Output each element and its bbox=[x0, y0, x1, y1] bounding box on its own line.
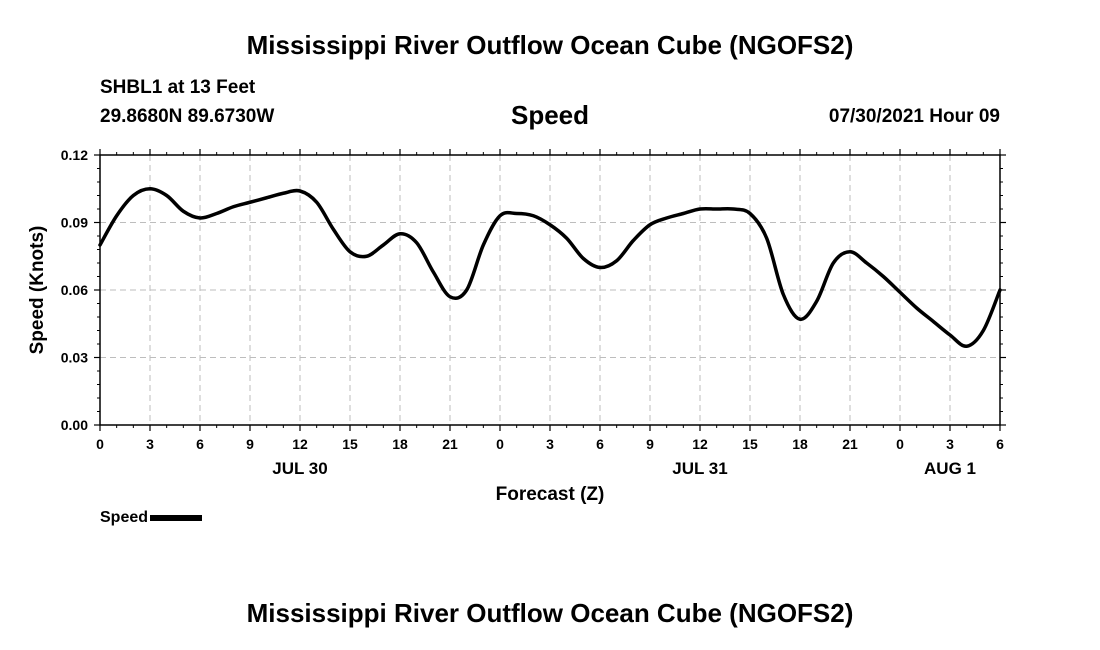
plot-frame bbox=[99, 154, 1001, 426]
x-tick-label: 6 bbox=[196, 436, 204, 452]
series-line-speed bbox=[98, 187, 1002, 349]
chart-grid bbox=[100, 155, 1000, 425]
x-tick-label: 15 bbox=[342, 436, 358, 452]
x-tick-label: 21 bbox=[442, 436, 458, 452]
x-tick-label: 0 bbox=[896, 436, 904, 452]
date-label: JUL 31 bbox=[672, 459, 727, 478]
x-tick-label: 9 bbox=[646, 436, 654, 452]
station-label: SHBL1 at 13 Feet bbox=[100, 77, 256, 98]
x-tick-label: 6 bbox=[596, 436, 604, 452]
chart-labels: 0 3 6 9 12 15 18 21 0 3 6 9 12 15 18 21 0 3 6 JUL 30 JUL 31 A… bbox=[61, 147, 1004, 478]
legend-line-swatch bbox=[150, 514, 203, 521]
chart-legend: Speed bbox=[100, 509, 203, 527]
date-label: JUL 30 bbox=[272, 459, 327, 478]
chart-title: Mississippi River Outflow Ocean Cube (NG… bbox=[246, 30, 854, 60]
y-tick-label: 0.09 bbox=[61, 215, 88, 231]
parameter-label: Speed bbox=[510, 100, 590, 130]
x-tick-label: 0 bbox=[496, 436, 504, 452]
legend-label: Speed bbox=[100, 509, 149, 526]
x-tick-label: 21 bbox=[842, 436, 858, 452]
forecast-timestamp: 07/30/2021 Hour 09 bbox=[828, 106, 1000, 127]
y-tick-label: 0.03 bbox=[61, 350, 88, 366]
x-tick-label: 9 bbox=[246, 436, 254, 452]
x-tick-label: 3 bbox=[146, 436, 154, 452]
chart-series-layer bbox=[98, 187, 1002, 349]
y-tick-label: 0.00 bbox=[61, 417, 88, 433]
x-tick-label: 15 bbox=[742, 436, 758, 452]
y-tick-label: 0.12 bbox=[61, 147, 88, 163]
x-tick-label: 3 bbox=[946, 436, 954, 452]
footer-title: Mississippi River Outflow Ocean Cube (NG… bbox=[246, 598, 854, 628]
y-tick-label: 0.06 bbox=[61, 282, 88, 298]
x-tick-label: 18 bbox=[392, 436, 408, 452]
x-tick-label: 12 bbox=[292, 436, 308, 452]
station-coordinates: 29.8680N 89.6730W bbox=[100, 106, 275, 127]
date-label: AUG 1 bbox=[924, 459, 976, 478]
x-tick-label: 18 bbox=[792, 436, 808, 452]
x-tick-label: 3 bbox=[546, 436, 554, 452]
x-axis-label: Forecast (Z) bbox=[496, 484, 605, 505]
x-tick-label: 6 bbox=[996, 436, 1004, 452]
x-tick-label: 12 bbox=[692, 436, 708, 452]
x-tick-label: 0 bbox=[96, 436, 104, 452]
y-axis-label: Speed (Knots) bbox=[27, 226, 48, 355]
